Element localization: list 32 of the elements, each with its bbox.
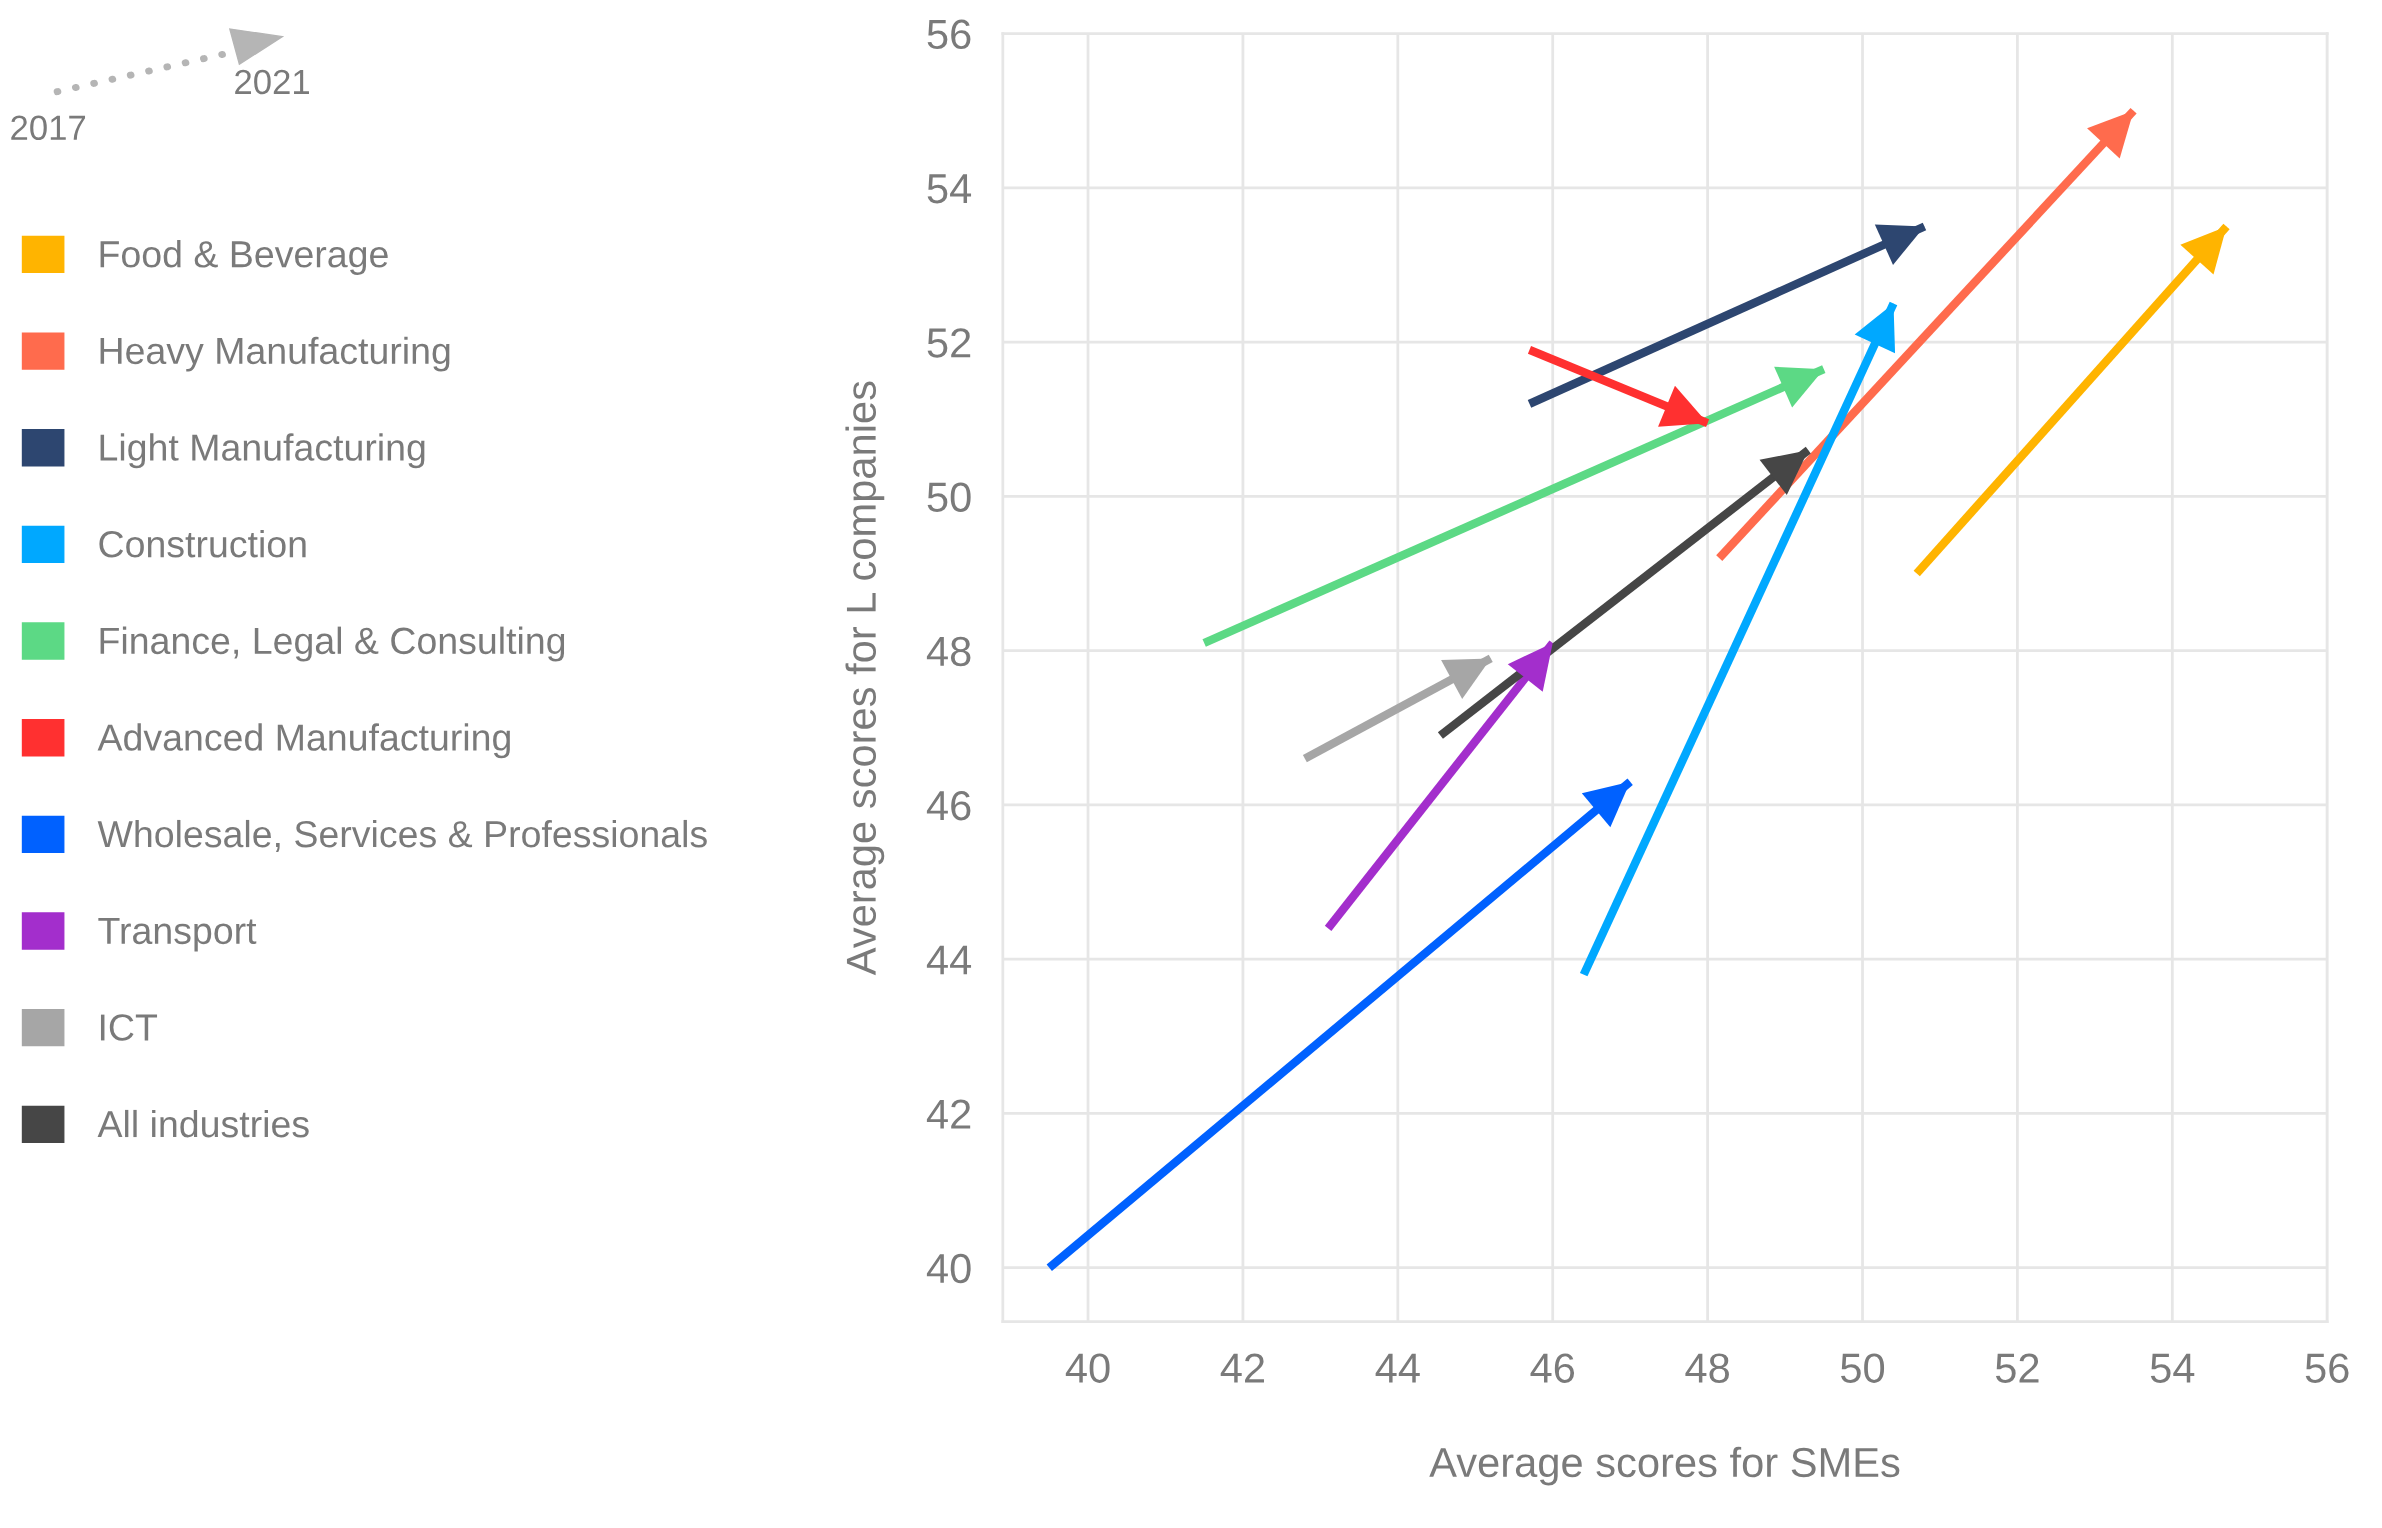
x-tick-label: 48 — [1685, 1353, 1729, 1383]
legend-label: Wholesale, Services & Professionals — [97, 819, 707, 852]
legend-label: Transport — [98, 917, 257, 952]
y-tick-label: 48 — [926, 636, 971, 667]
x-tick-label: 54 — [2150, 1353, 2195, 1383]
legend-label: Finance, Legal & Consulting — [100, 626, 565, 662]
legend-label: ICT — [100, 1014, 158, 1041]
x-tick-label: 42 — [1220, 1353, 1264, 1383]
legend-label: Light Manufacturing — [100, 433, 425, 469]
y-tick-label: 50 — [927, 482, 971, 512]
y-tick-label: 56 — [927, 19, 971, 50]
x-tick-label: 50 — [1841, 1353, 1885, 1383]
legend-label: Advanced Manufacturing — [97, 723, 510, 759]
y-tick-label: 52 — [927, 328, 971, 358]
x-tick-label: 46 — [1530, 1353, 1575, 1383]
y-tick-label: 44 — [926, 945, 972, 975]
legend-label: All industries — [97, 1109, 309, 1138]
y-tick-label: 46 — [926, 790, 971, 821]
text: 2021 — [235, 69, 309, 95]
y-tick-label: 42 — [926, 1099, 971, 1129]
x-tick-label: 56 — [2305, 1353, 2349, 1383]
text: 2017 — [11, 115, 86, 141]
x-tick-label: 40 — [1065, 1353, 1110, 1383]
x-axis-title: Average scores for SMEs — [1429, 1446, 1900, 1486]
y-tick-label: 54 — [927, 174, 972, 204]
y-axis-title: Average scores for L companies — [845, 381, 885, 976]
y-tick-label: 40 — [926, 1253, 971, 1284]
legend-label: Construction — [99, 529, 306, 558]
x-tick-label: 44 — [1375, 1353, 1420, 1383]
legend-label: Heavy Manufacturing — [100, 336, 450, 372]
legend-label: Food & Beverage — [100, 239, 388, 275]
x-tick-label: 52 — [1995, 1353, 2039, 1383]
